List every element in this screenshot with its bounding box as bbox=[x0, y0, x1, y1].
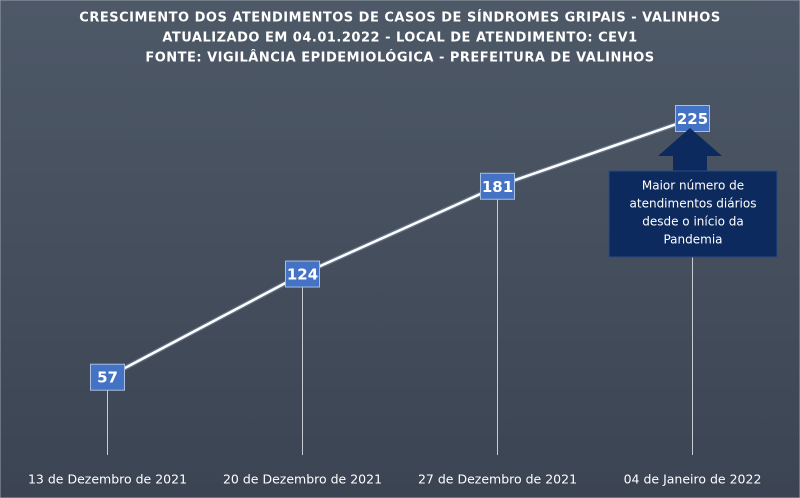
value-label: 181 bbox=[482, 178, 513, 196]
annotation-box bbox=[608, 170, 778, 258]
annotation-text: atendimentos diários bbox=[630, 197, 757, 211]
value-label: 57 bbox=[97, 369, 118, 387]
annotation-text: Maior número de bbox=[642, 179, 744, 193]
value-label: 225 bbox=[677, 110, 708, 128]
annotation-text: desde o início da bbox=[642, 215, 744, 229]
chart-title: FONTE: VIGILÂNCIA EPIDEMIOLÓGICA - PREFE… bbox=[145, 50, 654, 66]
value-label-box bbox=[285, 260, 320, 288]
value-label-group: 225 bbox=[675, 105, 710, 132]
x-tick-label: 13 de Dezembro de 2021 bbox=[28, 472, 187, 487]
value-label-box bbox=[90, 363, 125, 391]
value-label-group: 181 bbox=[480, 172, 515, 200]
x-tick-label: 04 de Janeiro de 2022 bbox=[624, 472, 762, 487]
annotation-text: Pandemia bbox=[663, 233, 722, 247]
value-label-group: 57 bbox=[90, 363, 125, 391]
annotation-arrow bbox=[658, 128, 722, 172]
line bbox=[106, 117, 693, 379]
value-label-group: 124 bbox=[285, 260, 320, 288]
x-tick-label: 27 de Dezembro de 2021 bbox=[418, 472, 577, 487]
chart-title: ATUALIZADO EM 04.01.2022 - LOCAL DE ATEN… bbox=[162, 31, 637, 46]
chart-title: CRESCIMENTO DOS ATENDIMENTOS DE CASOS DE… bbox=[79, 10, 720, 26]
x-tick-label: 20 de Dezembro de 2021 bbox=[223, 472, 382, 487]
annotation: Maior número de atendimentos diários des… bbox=[608, 128, 778, 258]
value-label: 124 bbox=[287, 266, 318, 284]
value-label-box bbox=[480, 172, 515, 200]
